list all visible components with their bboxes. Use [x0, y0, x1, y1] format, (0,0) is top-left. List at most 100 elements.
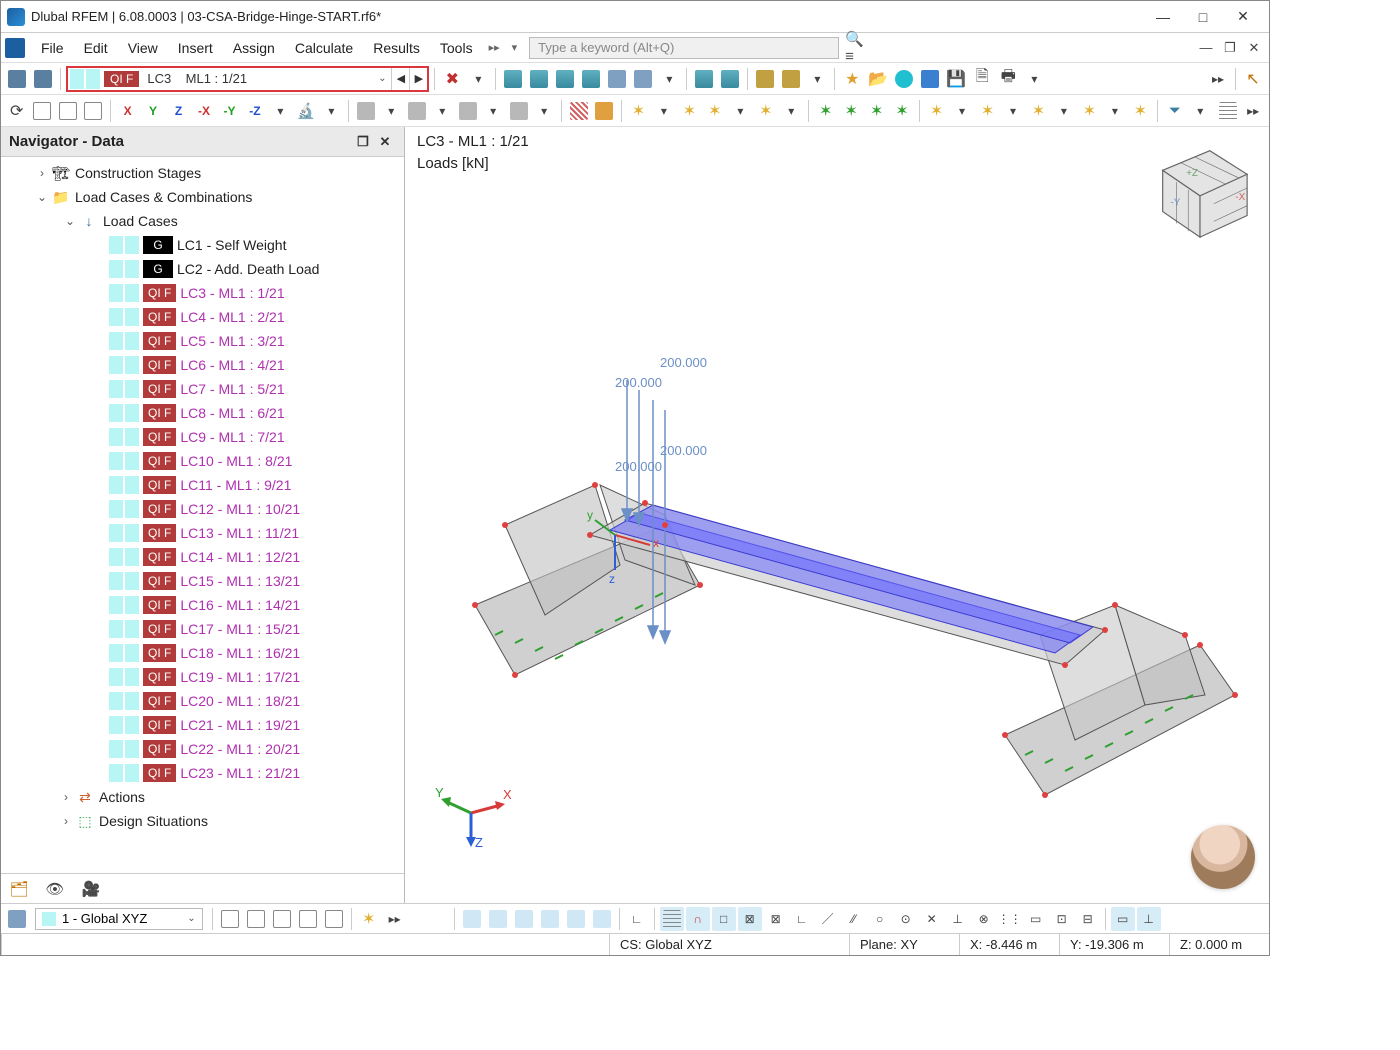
loadcase-row[interactable]: QI FLC5 - ML1 : 3/21 — [1, 329, 404, 353]
mdi-minimize-icon[interactable]: — — [1197, 40, 1215, 56]
bt-btn-5[interactable] — [322, 907, 346, 931]
menu-tools[interactable]: Tools — [430, 36, 483, 60]
bt-osnap-3[interactable]: ⊠ — [764, 907, 788, 931]
bt-osnap-5[interactable]: ／ — [816, 907, 840, 931]
tb2-dd-2[interactable]: ▾ — [320, 99, 343, 123]
viewport-3d[interactable]: LC3 - ML1 : 1/21 Loads [kN] +Z -X -Y — [405, 127, 1269, 903]
bt-osnap-2[interactable]: ⊠ — [738, 907, 762, 931]
tb2-load-5[interactable]: ✶ — [814, 99, 837, 123]
tree-node-loadcases[interactable]: Load Cases — [103, 213, 178, 229]
tb1-box-icon[interactable] — [918, 67, 942, 91]
bt-ortho-icon[interactable]: ∟ — [625, 907, 649, 931]
tb2-load-13[interactable]: ✶ — [1129, 99, 1152, 123]
tb1-cloud-icon[interactable] — [892, 67, 916, 91]
nav-tab-data-icon[interactable]: 🗂 — [7, 878, 31, 900]
close-button[interactable]: ✕ — [1223, 3, 1263, 31]
bt-snap-3[interactable] — [512, 907, 536, 931]
tb2-load-1[interactable]: ✶ — [627, 99, 650, 123]
loadcase-row[interactable]: QI FLC6 - ML1 : 4/21 — [1, 353, 404, 377]
loadcase-row[interactable]: GLC1 - Self Weight — [1, 233, 404, 257]
loadcase-row[interactable]: QI FLC11 - ML1 : 9/21 — [1, 473, 404, 497]
tb2-dd-9[interactable]: ▾ — [780, 99, 803, 123]
tb1-view-2[interactable] — [779, 67, 803, 91]
loadcase-row[interactable]: QI FLC23 - ML1 : 21/21 — [1, 761, 404, 785]
tree-twisty-icon[interactable]: › — [57, 790, 75, 804]
tb2-dd-11[interactable]: ▾ — [1001, 99, 1024, 123]
tree-twisty-icon[interactable]: ⌄ — [61, 214, 79, 228]
tb2-cube-1[interactable] — [30, 99, 53, 123]
bt-snap-2[interactable] — [486, 907, 510, 931]
tb2-dd-10[interactable]: ▾ — [950, 99, 973, 123]
bt-snap-4[interactable] — [538, 907, 562, 931]
tb1-cube-1[interactable] — [605, 67, 629, 91]
tb2-dd-5[interactable]: ▾ — [481, 99, 504, 123]
menu-results[interactable]: Results — [363, 36, 430, 60]
navigator-tree[interactable]: › 🏗 Construction Stages ⌄ 📁 Load Cases &… — [1, 157, 404, 873]
loadcase-row[interactable]: QI FLC21 - ML1 : 19/21 — [1, 713, 404, 737]
tb2-load-6[interactable]: ✶ — [839, 99, 862, 123]
navigator-undock-icon[interactable]: ❐ — [352, 134, 374, 150]
nav-cube[interactable]: +Z -X -Y — [1141, 135, 1259, 243]
bt-osnap-7[interactable]: ○ — [868, 907, 892, 931]
minimize-button[interactable]: — — [1143, 3, 1183, 31]
tb2-load-7[interactable]: ✶ — [865, 99, 888, 123]
tb2-load-12[interactable]: ✶ — [1078, 99, 1101, 123]
loadcase-row[interactable]: QI FLC15 - ML1 : 13/21 — [1, 569, 404, 593]
tb2-axis-x[interactable]: X — [116, 99, 139, 123]
tb2-dd-3[interactable]: ▾ — [380, 99, 403, 123]
bt-cs-icon[interactable] — [5, 907, 29, 931]
tb2-grid-icon[interactable] — [1216, 99, 1239, 123]
tb2-render-1[interactable] — [354, 99, 377, 123]
bt-osnap-16[interactable]: ▭ — [1111, 907, 1135, 931]
tree-twisty-icon[interactable]: › — [57, 814, 75, 828]
tb2-dd-7[interactable]: ▾ — [652, 99, 675, 123]
tree-twisty-icon[interactable]: › — [33, 166, 51, 180]
tb1-dd-4[interactable]: ▾ — [1022, 67, 1046, 91]
loadcase-row[interactable]: QI FLC10 - ML1 : 8/21 — [1, 449, 404, 473]
menu-edit[interactable]: Edit — [74, 36, 118, 60]
loadcase-row[interactable]: QI FLC22 - ML1 : 20/21 — [1, 737, 404, 761]
bt-grid-icon[interactable] — [660, 907, 684, 931]
tb1-dd-3[interactable]: ▾ — [805, 67, 829, 91]
tb2-mesh-2[interactable] — [592, 99, 615, 123]
bt-osnap-6[interactable]: ⁄⁄ — [842, 907, 866, 931]
tb1-print-icon[interactable]: 🖶 — [996, 67, 1020, 91]
tb1-dd-2[interactable]: ▾ — [657, 67, 681, 91]
bt-osnap-15[interactable]: ⊟ — [1076, 907, 1100, 931]
bt-osnap-9[interactable]: ✕ — [920, 907, 944, 931]
loadcase-row[interactable]: QI FLC7 - ML1 : 5/21 — [1, 377, 404, 401]
tb2-cube-3[interactable] — [81, 99, 104, 123]
loadcase-row[interactable]: QI FLC3 - ML1 : 1/21 — [1, 281, 404, 305]
tb1-grid-1[interactable] — [631, 67, 655, 91]
advanced-search-icon[interactable]: 🔍≡ — [845, 38, 865, 58]
tb2-load-2[interactable]: ✶ — [678, 99, 701, 123]
nav-tab-video-icon[interactable]: 🎥 — [79, 878, 103, 900]
tb2-load-9[interactable]: ✶ — [925, 99, 948, 123]
menu-insert[interactable]: Insert — [168, 36, 223, 60]
menu-file[interactable]: File — [31, 36, 74, 60]
loadcase-selector[interactable]: QI F LC3 ML1 : 1/21 ⌄ ◀ ▶ — [66, 66, 429, 92]
bt-osnap-13[interactable]: ▭ — [1024, 907, 1048, 931]
tb2-dd-8[interactable]: ▾ — [729, 99, 752, 123]
bt-osnap-10[interactable]: ⊥ — [946, 907, 970, 931]
mdi-restore-icon[interactable]: ❐ — [1221, 40, 1239, 56]
tb1-btn-1[interactable] — [5, 67, 29, 91]
tb1-cursor-icon[interactable]: ↖ — [1241, 67, 1265, 91]
navigator-close-icon[interactable]: ✕ — [374, 134, 396, 150]
tb2-filter-icon[interactable]: ⏷ — [1163, 99, 1186, 123]
bt-btn-2[interactable] — [244, 907, 268, 931]
tb1-eye-6[interactable] — [718, 67, 742, 91]
loadcase-row[interactable]: QI FLC12 - ML1 : 10/21 — [1, 497, 404, 521]
bt-magnet-icon[interactable]: ∩ — [686, 907, 710, 931]
bt-osnap-1[interactable]: □ — [712, 907, 736, 931]
bt-osnap-12[interactable]: ⋮⋮ — [998, 907, 1022, 931]
lc-dropdown-icon[interactable]: ⌄ — [373, 73, 391, 84]
tb2-microscope-icon[interactable]: 🔬 — [294, 99, 317, 123]
tb1-save-icon[interactable]: 💾 — [944, 67, 968, 91]
tb2-dd-13[interactable]: ▾ — [1103, 99, 1126, 123]
loadcase-row[interactable]: QI FLC13 - ML1 : 11/21 — [1, 521, 404, 545]
bt-snap-6[interactable] — [590, 907, 614, 931]
tb1-eye-2[interactable] — [527, 67, 551, 91]
bt-overflow-1[interactable]: ▸▸ — [383, 907, 407, 931]
tb2-axis-ny[interactable]: -Y — [218, 99, 241, 123]
